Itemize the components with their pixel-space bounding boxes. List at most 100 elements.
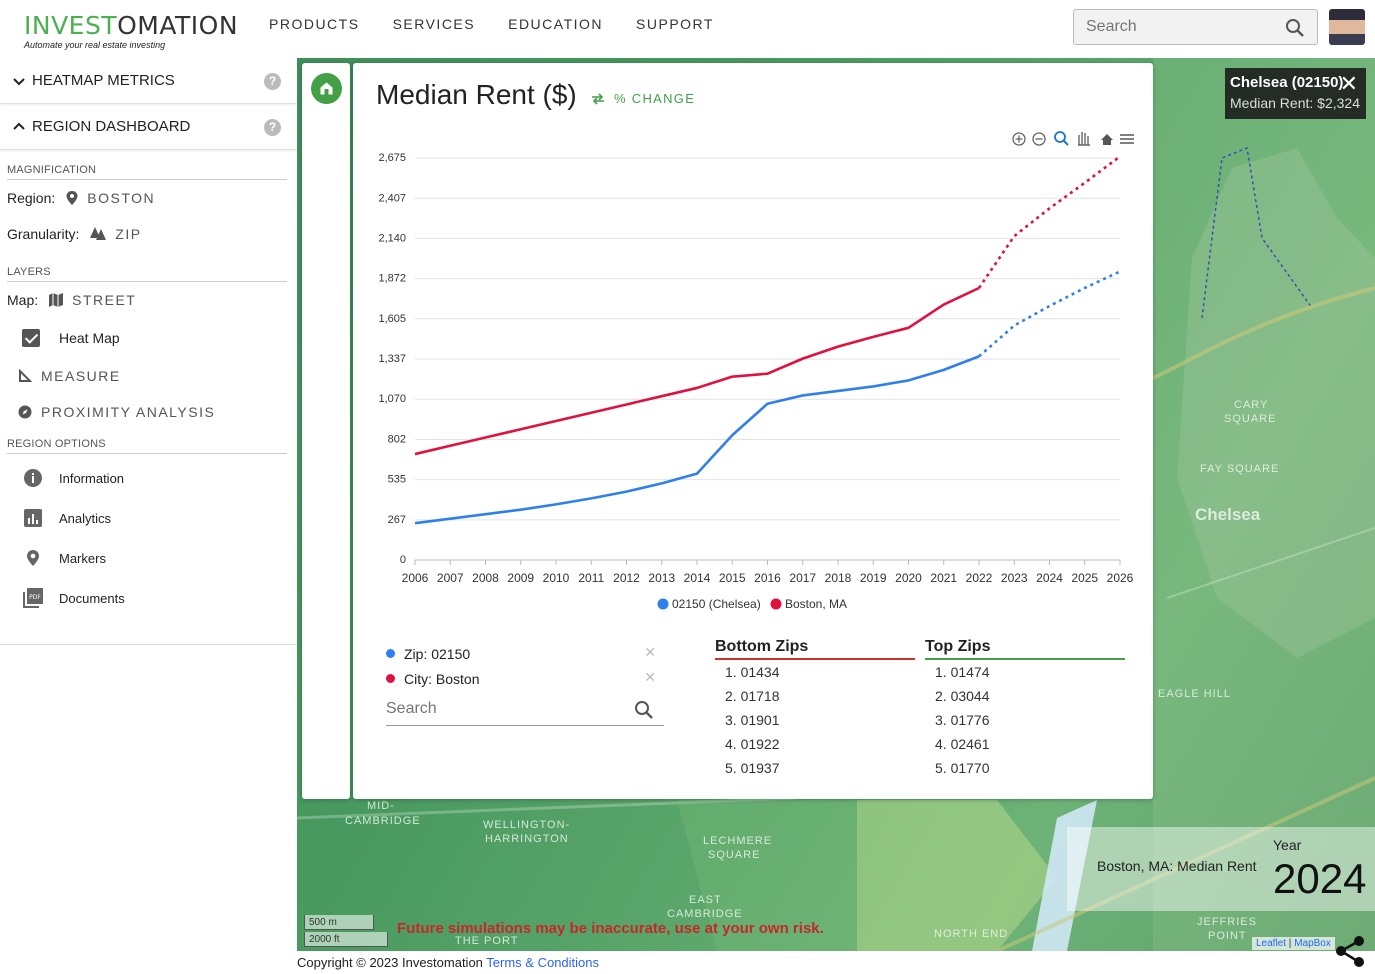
top-navbar: INVESTOMATION Automate your real estate … [0, 0, 1375, 58]
page-footer: Copyright © 2023 Investomation Terms & C… [297, 955, 599, 970]
main-nav: PRODUCTS SERVICES EDUCATION SUPPORT [269, 16, 714, 32]
menu-icon[interactable] [1120, 134, 1134, 144]
granularity-value[interactable]: ZIP [115, 226, 142, 242]
bottom-zip-item[interactable]: 1. 01434 [725, 664, 780, 680]
top-search-input[interactable] [1074, 10, 1274, 44]
x-tick-label: 2009 [507, 571, 534, 585]
heatmap-checkbox[interactable] [22, 329, 40, 347]
help-icon[interactable]: ? [264, 73, 281, 90]
series-line-actual [414, 286, 980, 456]
option-information[interactable]: Information [0, 458, 297, 498]
top-zip-item[interactable]: 4. 02461 [935, 736, 990, 752]
region-label: Region: [7, 190, 56, 206]
top-zips-list: Top Zips 1. 01474 2. 03044 3. 01776 4. 0… [925, 638, 1125, 780]
y-tick-label: 802 [388, 433, 406, 445]
legend-marker [770, 598, 782, 610]
y-tick-label: 267 [388, 514, 406, 526]
brand-logo[interactable]: INVESTOMATION Automate your real estate … [24, 12, 238, 51]
remove-zip-icon[interactable]: ✕ [644, 644, 656, 660]
x-tick-label: 2015 [719, 571, 746, 585]
map-label-square: SQUARE [1224, 413, 1277, 425]
nav-products[interactable]: PRODUCTS [269, 16, 360, 32]
x-tick-label: 2019 [860, 571, 887, 585]
logo-tagline: Automate your real estate investing [24, 40, 166, 50]
remove-city-icon[interactable]: ✕ [644, 669, 656, 685]
top-zip-item[interactable]: 5. 01770 [935, 760, 990, 776]
city-color-dot [386, 674, 395, 683]
search-icon[interactable] [634, 700, 654, 725]
map-label-point: POINT [1208, 930, 1247, 942]
scale-bar-imperial: 2000 ft [304, 932, 388, 947]
map-label-harrington: HARRINGTON [485, 833, 569, 845]
option-analytics[interactable]: Analytics [0, 498, 297, 538]
bottom-zip-item[interactable]: 3. 01901 [725, 712, 780, 728]
year-box-metric-label: Boston, MA: Median Rent [1097, 858, 1257, 874]
home-button[interactable] [311, 73, 342, 104]
granularity-label: Granularity: [7, 226, 80, 242]
share-icon[interactable] [1332, 933, 1368, 974]
compare-search-input[interactable] [386, 696, 626, 722]
close-icon[interactable]: ✕ [1339, 71, 1358, 96]
option-information-label: Information [59, 470, 125, 486]
terms-link[interactable]: Terms & Conditions [486, 955, 600, 970]
option-markers[interactable]: Markers [0, 538, 297, 578]
top-search-box [1073, 9, 1318, 45]
top-zip-item[interactable]: 2. 03044 [935, 688, 990, 704]
bottom-zip-item[interactable]: 2. 01718 [725, 688, 780, 704]
pan-hand-icon[interactable] [1078, 132, 1090, 146]
top-zip-item[interactable]: 3. 01776 [935, 712, 990, 728]
region-value[interactable]: BOSTON [87, 190, 156, 206]
percent-change-toggle[interactable]: % CHANGE [590, 91, 695, 106]
mapbox-link[interactable]: MapBox [1294, 938, 1331, 949]
x-tick-label: 2022 [966, 571, 993, 585]
map-label-the-port: THE PORT [455, 935, 519, 947]
bottom-zips-title: Bottom Zips [715, 638, 915, 660]
y-tick-label: 1,070 [378, 393, 406, 405]
y-axis-ticks: 0 267 535 802 1,070 1,337 1,605 1,872 2,140 2,407… [378, 152, 406, 566]
year-box-year: 2024 [1273, 855, 1367, 902]
bottom-zip-item[interactable]: 5. 01937 [725, 760, 780, 776]
leaflet-link[interactable]: Leaflet [1256, 938, 1287, 949]
chevron-down-icon [13, 77, 25, 85]
tooltip-subtitle: Median Rent: $2,324 [1230, 95, 1360, 111]
y-tick-label: 1,872 [378, 273, 406, 285]
legend-label: 02150 (Chelsea) [672, 597, 761, 611]
x-tick-label: 2011 [578, 571, 604, 585]
search-icon[interactable] [1285, 18, 1305, 43]
magnification-title: MAGNIFICATION [7, 164, 287, 180]
bottom-zip-item[interactable]: 4. 01922 [725, 736, 780, 752]
nav-services[interactable]: SERVICES [392, 16, 476, 32]
granularity-row: Granularity: ZIP [0, 216, 297, 252]
nav-support[interactable]: SUPPORT [636, 16, 714, 32]
zoom-out-icon[interactable] [1032, 132, 1046, 146]
user-avatar[interactable] [1329, 9, 1365, 45]
x-tick-label: 2021 [930, 571, 957, 585]
help-icon[interactable]: ? [264, 119, 281, 136]
y-tick-label: 0 [400, 554, 406, 566]
svg-text:PDF: PDF [29, 594, 41, 601]
option-documents[interactable]: PDF Documents [0, 578, 297, 618]
region-row: Region: BOSTON [0, 180, 297, 216]
heatmap-toggle[interactable]: Heat Map [0, 318, 297, 358]
top-zip-item[interactable]: 1. 01474 [935, 664, 990, 680]
reset-home-icon[interactable] [1101, 134, 1113, 145]
compare-item-zip-label: Zip: 02150 [404, 645, 471, 662]
house-icon [320, 82, 333, 95]
measure-tool[interactable]: MEASURE [0, 358, 297, 394]
map-value[interactable]: STREET [72, 292, 137, 308]
legend-marker [657, 598, 669, 610]
x-axis-ticks: 2006 2007 2008 2009 2010 2011 2012 2013 2014 2015… [402, 560, 1134, 585]
chart-legend: 02150 (Chelsea) Boston, MA [657, 597, 847, 611]
option-documents-label: Documents [59, 590, 125, 606]
zoom-select-icon[interactable] [1054, 131, 1069, 146]
zoom-in-icon[interactable] [1012, 132, 1026, 146]
nav-education[interactable]: EDUCATION [508, 16, 604, 32]
map-icon [49, 293, 64, 307]
proximity-analysis-tool[interactable]: PROXIMITY ANALYSIS [0, 394, 297, 430]
map-label-east: EAST [689, 894, 722, 906]
bottom-zips-list: Bottom Zips 1. 01434 2. 01718 3. 01901 4… [715, 638, 915, 780]
heatmap-metrics-header[interactable]: HEATMAP METRICS ? [0, 58, 297, 104]
compass-icon [18, 405, 32, 419]
option-markers-label: Markers [59, 550, 106, 566]
region-dashboard-header[interactable]: REGION DASHBOARD ? [0, 104, 297, 150]
